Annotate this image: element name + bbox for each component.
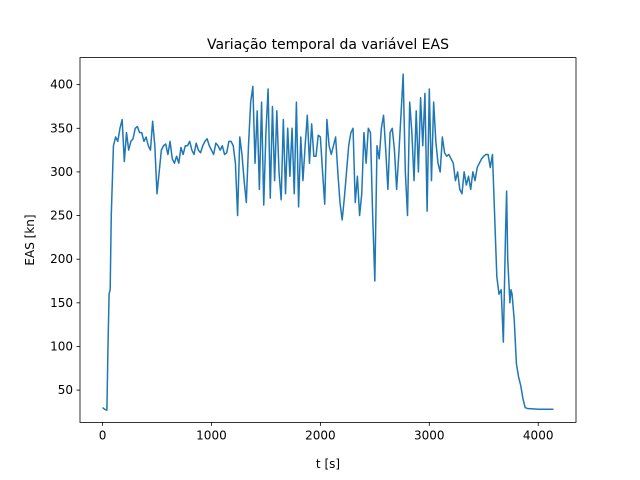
x-tick-label: 2000 <box>305 428 336 442</box>
axes-frame <box>79 57 577 423</box>
y-axis-label: EAS [kn] <box>23 214 37 265</box>
x-tick-label: 4000 <box>523 428 554 442</box>
y-tick-label: 300 <box>50 165 73 179</box>
y-tick-label: 100 <box>50 339 73 353</box>
y-tick-label: 250 <box>50 209 73 223</box>
x-tick-label: 1000 <box>196 428 227 442</box>
y-tick-label: 150 <box>50 296 73 310</box>
y-tick-label: 200 <box>50 252 73 266</box>
y-tick-label: 350 <box>50 121 73 135</box>
x-tick-label: 3000 <box>414 428 445 442</box>
plot-area: 0 1000 2000 3000 4000 50 100 150 200 250 300 350 400 <box>50 73 554 442</box>
x-axis-label: t [s] <box>316 457 340 471</box>
y-tick-label: 400 <box>50 78 73 92</box>
data-line <box>102 73 554 411</box>
chart-title: Variação temporal da variável EAS <box>207 37 449 53</box>
y-tick-label: 50 <box>58 383 73 397</box>
x-tick-label: 0 <box>99 428 107 442</box>
